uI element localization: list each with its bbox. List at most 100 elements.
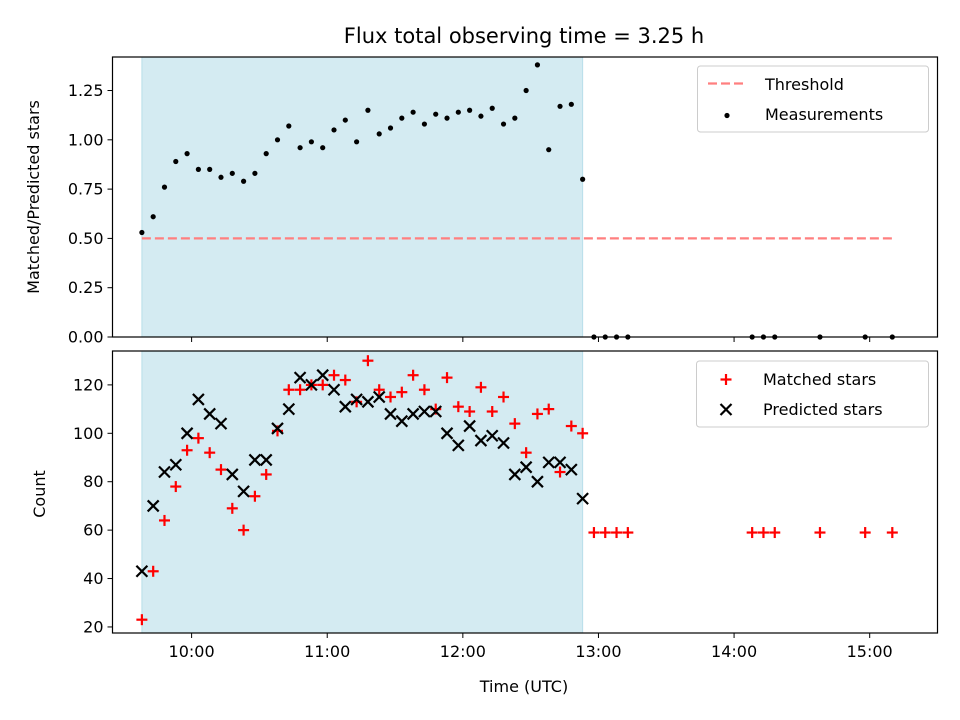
matched-star-point xyxy=(226,502,238,514)
bottom-x-tick-label: 12:00 xyxy=(440,642,486,661)
bottom-x-tick-label: 11:00 xyxy=(304,642,350,661)
measurement-point xyxy=(320,145,326,151)
matched-star-point xyxy=(158,514,170,526)
predicted-star-point xyxy=(463,419,476,433)
legend-predicted-label: Predicted stars xyxy=(763,400,883,419)
matched-star-point xyxy=(283,384,295,396)
chart-title: Flux total observing time = 3.25 h xyxy=(344,24,704,48)
bottom-panel: 20 40 60 80 100 120 10:00 11:00 12:00 13:00 14:00… xyxy=(30,350,939,696)
predicted-star-point xyxy=(519,460,533,474)
predicted-star-point xyxy=(508,468,522,481)
top-y-tick-label: 0.50 xyxy=(68,229,104,248)
matched-star-point xyxy=(385,391,397,403)
predicted-star-point xyxy=(192,393,205,406)
matched-star-point xyxy=(181,444,193,456)
bottom-y-tick-label: 80 xyxy=(83,472,103,491)
predicted-star-point xyxy=(248,453,262,467)
measurement-point xyxy=(455,109,461,115)
matched-star-point xyxy=(622,527,634,539)
bottom-y-axis-label: Count xyxy=(30,470,49,518)
measurement-point xyxy=(467,107,473,113)
bottom-x-tick-label: 15:00 xyxy=(847,642,893,661)
bottom-x-tick-label: 14:00 xyxy=(711,642,757,661)
matched-star-point xyxy=(407,369,419,381)
legend-threshold-label: Threshold xyxy=(764,75,844,94)
matched-star-point xyxy=(339,374,351,386)
top-y-tick-label: 0.75 xyxy=(68,180,104,199)
measurement-point xyxy=(342,117,348,123)
matched-star-point xyxy=(886,527,898,539)
measurement-point xyxy=(308,139,315,145)
predicted-star-point xyxy=(497,436,510,450)
top-y-tick-label: 0.00 xyxy=(68,328,104,347)
measurement-point xyxy=(444,115,450,121)
predicted-star-point xyxy=(565,463,578,476)
matched-star-point xyxy=(577,427,589,439)
matched-star-point xyxy=(746,527,758,539)
matched-star-point xyxy=(238,524,250,536)
bottom-y-axis: 20 40 60 80 100 120 xyxy=(73,375,113,636)
matched-star-point xyxy=(294,384,306,396)
measurement-point xyxy=(557,103,563,109)
top-shaded-span xyxy=(141,56,584,338)
predicted-star-point xyxy=(214,417,228,430)
measurement-point xyxy=(195,166,201,172)
matched-star-point xyxy=(611,527,623,539)
x-axis-label: Time (UTC) xyxy=(479,677,568,696)
measurement-point xyxy=(580,176,586,182)
matched-star-point xyxy=(814,527,826,539)
measurement-point xyxy=(263,151,269,157)
measurement-point xyxy=(410,109,416,115)
measurement-point xyxy=(139,229,145,236)
matched-star-point xyxy=(170,481,182,493)
matched-star-point xyxy=(192,432,204,444)
predicted-star-point xyxy=(553,456,567,469)
predicted-star-point xyxy=(485,429,499,442)
predicted-star-point xyxy=(440,427,454,440)
predicted-star-point xyxy=(305,378,318,392)
top-y-tick-label: 1.00 xyxy=(68,130,104,149)
measurement-point xyxy=(331,127,337,133)
predicted-star-point xyxy=(474,434,488,447)
measurement-point xyxy=(421,121,428,127)
measurement-point xyxy=(534,62,541,68)
measurement-point xyxy=(523,87,529,94)
matched-star-point xyxy=(136,614,148,626)
matched-star-point xyxy=(147,565,159,577)
predicted-star-point xyxy=(271,422,284,435)
top-shaded-span-rect xyxy=(141,56,584,338)
predicted-star-point xyxy=(169,458,183,472)
top-legend: Threshold Measurements xyxy=(697,65,929,133)
top-axes-frame xyxy=(111,56,939,338)
predicted-star-point xyxy=(158,465,171,479)
measurement-point xyxy=(173,158,179,165)
bottom-x-tick-label: 13:00 xyxy=(575,642,621,661)
predicted-star-point xyxy=(259,453,273,467)
predicted-star-point xyxy=(531,475,544,488)
measurement-point xyxy=(568,101,574,107)
predicted-star-point xyxy=(282,402,296,416)
matched-star-point xyxy=(554,466,566,478)
matched-star-point xyxy=(441,372,453,384)
measurement-point xyxy=(229,170,235,176)
predicted-star-point xyxy=(327,383,341,397)
top-x-axis xyxy=(191,337,871,342)
matched-star-point xyxy=(486,406,498,418)
bottom-x-tick-label: 10:00 xyxy=(169,642,215,661)
measurement-point xyxy=(399,115,405,121)
legend-measurements-swatch xyxy=(724,112,730,119)
bottom-y-tick-label: 20 xyxy=(83,617,103,636)
bottom-series-layer xyxy=(135,355,898,626)
matched-star-point xyxy=(498,391,510,403)
predicted-star-point xyxy=(350,393,363,406)
measurement-point xyxy=(387,125,394,131)
measurement-point xyxy=(150,214,156,220)
predicted-star-point xyxy=(226,468,239,481)
matched-star-point xyxy=(204,447,216,459)
matched-star-point xyxy=(317,379,329,391)
predicted-star-point xyxy=(576,492,589,505)
predicted-star-point xyxy=(542,456,556,469)
measurement-point xyxy=(218,174,224,180)
measurement-point xyxy=(161,184,168,190)
